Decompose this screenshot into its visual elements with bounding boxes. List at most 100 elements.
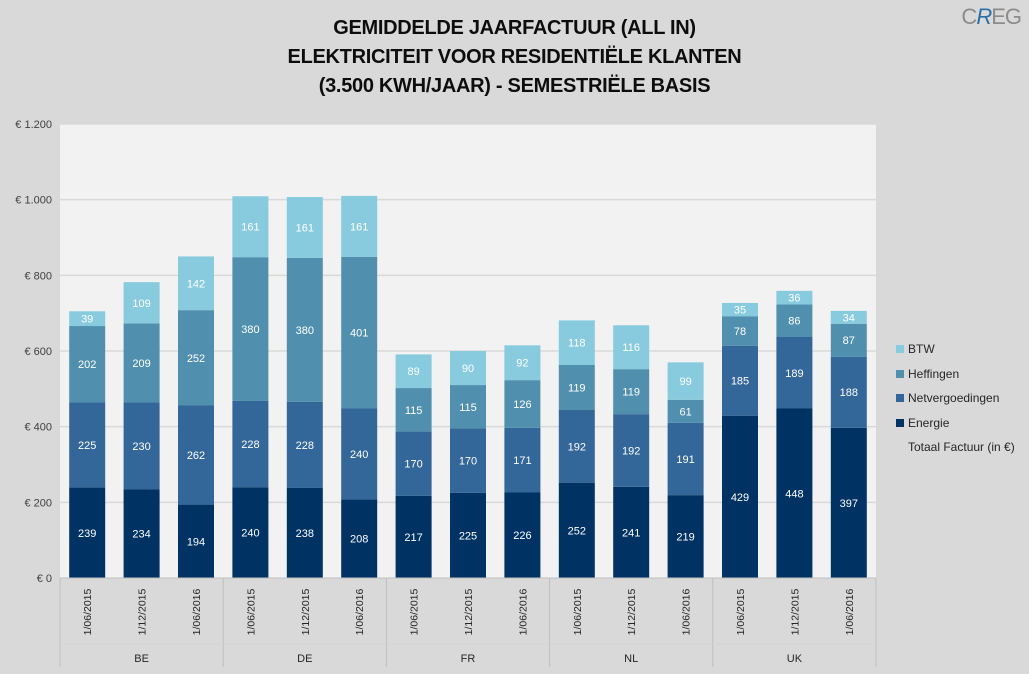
legend-item-btw: BTW bbox=[896, 337, 1015, 362]
bar-segment-netvergoedingen bbox=[830, 356, 867, 428]
legend-item-heffingen: Heffingen bbox=[896, 362, 1015, 387]
bar-segment-heffingen bbox=[667, 399, 704, 423]
data-label: 115 bbox=[405, 405, 423, 417]
bar-segment-energie bbox=[830, 427, 867, 578]
data-label: 262 bbox=[187, 450, 205, 462]
data-label: 185 bbox=[731, 376, 749, 388]
bar-segment-btw bbox=[286, 197, 323, 258]
bar-segment-btw bbox=[722, 302, 758, 317]
bar-segment-netvergoedingen bbox=[504, 427, 541, 493]
data-label: 161 bbox=[241, 222, 259, 234]
data-label: 234 bbox=[132, 529, 150, 541]
group-label: NL bbox=[624, 653, 638, 665]
data-label: 208 bbox=[350, 534, 368, 546]
data-label: 36 bbox=[788, 293, 800, 305]
data-label: 192 bbox=[622, 446, 640, 458]
group-label: BE bbox=[134, 653, 149, 665]
y-axis: € 0 € 200 € 400 € 600 € 800 € 1.000 € 1.200 bbox=[15, 119, 52, 585]
x-tick-label: 1/06/2015 bbox=[82, 588, 94, 635]
x-tick-label: 1/06/2016 bbox=[354, 588, 366, 635]
x-tick-label: 1/06/2016 bbox=[191, 588, 203, 635]
data-label: 239 bbox=[78, 528, 96, 540]
legend-label: Heffingen bbox=[908, 366, 960, 381]
data-label: 142 bbox=[187, 278, 205, 290]
bar-segment-heffingen bbox=[504, 380, 541, 428]
bar-segment-btw bbox=[69, 311, 106, 327]
bar-segment-netvergoedingen bbox=[123, 402, 160, 490]
x-tick-label: 1/06/2015 bbox=[572, 588, 584, 635]
x-tick-label: 1/06/2016 bbox=[517, 588, 529, 635]
data-label: 225 bbox=[78, 440, 96, 452]
bar-segment-heffingen bbox=[341, 256, 378, 409]
y-tick-label: € 200 bbox=[24, 497, 52, 509]
legend: BTW Heffingen Netvergoedingen Energie Totaal… bbox=[896, 337, 1015, 460]
legend-swatch bbox=[896, 394, 904, 403]
data-label: 78 bbox=[734, 326, 746, 338]
chart-title: GEMIDDELDE JAARFACTUUR (ALL IN) ELEKTRIC… bbox=[0, 14, 1029, 101]
bar-segment-energie bbox=[232, 487, 269, 578]
data-label: 89 bbox=[407, 366, 419, 378]
data-label: 219 bbox=[676, 532, 694, 544]
x-tick-label: 1/06/2015 bbox=[735, 588, 747, 635]
bar-segment-netvergoedingen bbox=[178, 405, 214, 505]
bar-segment-btw bbox=[395, 354, 432, 389]
group-label: UK bbox=[787, 653, 803, 665]
logo-text-accent: R bbox=[976, 4, 992, 29]
title-line-2: ELEKTRICITEIT VOOR RESIDENTIËLE KLANTEN bbox=[287, 46, 742, 68]
data-label: 119 bbox=[622, 387, 640, 399]
bar-segment-heffingen bbox=[558, 364, 595, 411]
bar-segment-btw bbox=[830, 310, 867, 324]
data-label: 228 bbox=[241, 439, 259, 451]
bar-segment-netvergoedingen bbox=[558, 410, 595, 483]
data-label: 225 bbox=[459, 530, 477, 542]
bar-segment-heffingen bbox=[69, 326, 106, 403]
data-label: 230 bbox=[132, 441, 150, 453]
y-tick-label: € 1.000 bbox=[15, 195, 52, 207]
data-label: 241 bbox=[622, 527, 640, 539]
bar-segment-netvergoedingen bbox=[667, 422, 704, 496]
y-tick-label: € 0 bbox=[37, 573, 52, 585]
bar-segment-netvergoedingen bbox=[776, 337, 813, 409]
y-tick-label: € 1.200 bbox=[15, 119, 52, 131]
data-label: 240 bbox=[241, 528, 259, 540]
data-label: 99 bbox=[679, 376, 691, 388]
bar-segment-energie bbox=[667, 495, 704, 578]
data-label: 161 bbox=[296, 222, 314, 234]
data-label: 116 bbox=[622, 342, 640, 354]
data-label: 238 bbox=[296, 528, 314, 540]
data-label: 217 bbox=[404, 532, 422, 544]
legend-swatch bbox=[896, 418, 904, 427]
bar-segment-energie bbox=[450, 492, 486, 578]
bar-segment-energie bbox=[286, 487, 323, 578]
bar-segment-btw bbox=[504, 345, 541, 381]
bar-segment-energie bbox=[69, 487, 106, 578]
data-label: 119 bbox=[568, 383, 586, 395]
data-label: 226 bbox=[513, 530, 531, 542]
data-label: 118 bbox=[568, 338, 586, 350]
data-label: 171 bbox=[513, 455, 531, 467]
data-label: 35 bbox=[734, 305, 746, 317]
data-label: 192 bbox=[568, 441, 586, 453]
bar-segment-energie bbox=[395, 495, 432, 578]
bar-segment-netvergoedingen bbox=[450, 428, 486, 493]
bar-segment-heffingen bbox=[722, 316, 758, 346]
data-label: 161 bbox=[350, 221, 368, 233]
x-tick-label: 1/12/2015 bbox=[626, 588, 638, 635]
data-label: 126 bbox=[513, 399, 531, 411]
bar-segment-btw bbox=[776, 290, 813, 305]
y-tick-label: € 600 bbox=[24, 346, 52, 358]
data-label: 115 bbox=[459, 402, 477, 414]
bar-segment-energie bbox=[123, 489, 160, 578]
bar-segment-energie bbox=[558, 482, 595, 578]
logo-text-suffix: EG bbox=[991, 4, 1022, 29]
data-label: 39 bbox=[81, 314, 93, 326]
data-label: 448 bbox=[785, 488, 803, 500]
bar-segment-netvergoedingen bbox=[286, 401, 323, 488]
bar-segment-netvergoedingen bbox=[395, 431, 432, 496]
legend-label: BTW bbox=[908, 342, 935, 357]
x-tick-label: 1/06/2016 bbox=[681, 588, 693, 635]
data-label: 189 bbox=[785, 368, 803, 380]
bar-segment-btw bbox=[450, 351, 486, 386]
data-label: 252 bbox=[187, 353, 205, 365]
